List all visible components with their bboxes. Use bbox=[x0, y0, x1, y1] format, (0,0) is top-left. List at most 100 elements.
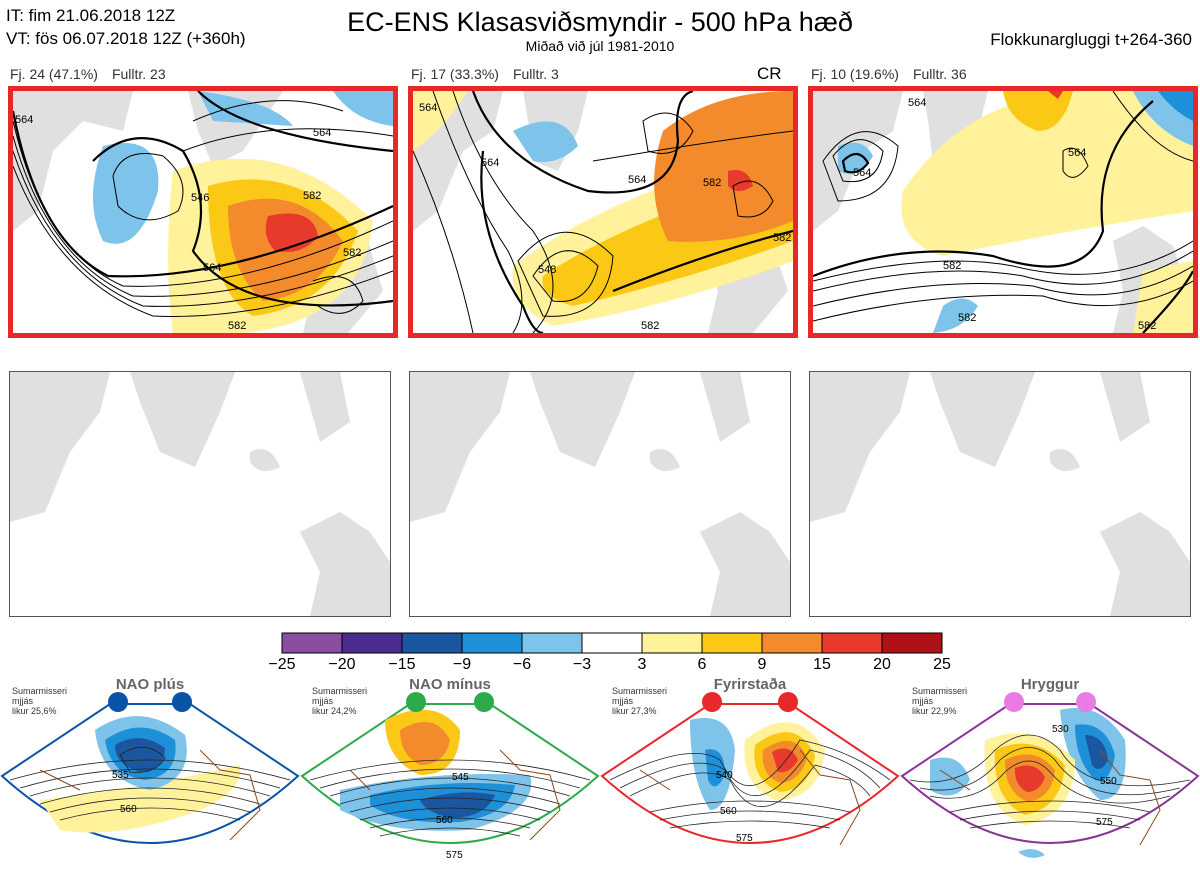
cluster-2-label: Fj. 17 (33.3%) Fulltr. 3 bbox=[411, 66, 559, 82]
colorbar-tick-label: 15 bbox=[813, 656, 831, 673]
empty-map-2-svg bbox=[410, 372, 790, 616]
classification-window: Flokkunargluggi t+264-360 bbox=[990, 30, 1192, 49]
regime-nao-minus: 545 560 575 NAO mínus Sumarmisseri mjjás… bbox=[300, 676, 600, 871]
cluster-1-contour-label-4: 582 bbox=[303, 190, 321, 202]
regime-nao-minus-label-2: 560 bbox=[436, 815, 453, 826]
cluster-2-contour-label-5: 582 bbox=[703, 177, 721, 189]
colorbar-tick-label: −15 bbox=[388, 656, 416, 673]
init-time: IT: fim 21.06.2018 12Z bbox=[6, 6, 176, 25]
colorbar-swatch bbox=[761, 632, 823, 654]
colorbar-tick-label: −3 bbox=[572, 656, 592, 673]
regime-blocking-label-3: 575 bbox=[736, 833, 753, 844]
colorbar bbox=[281, 632, 943, 654]
regime-ridge-title: Hryggur bbox=[1020, 676, 1080, 693]
cluster-2-contour-label-1: 564 bbox=[419, 102, 437, 114]
colorbar-swatch bbox=[341, 632, 403, 654]
cluster-1-rep: Fulltr. 23 bbox=[111, 66, 166, 82]
regime-nao-plus-label-1: 535 bbox=[112, 770, 129, 781]
note-line: mjjás bbox=[912, 696, 934, 706]
note-line: Sumarmisseri bbox=[312, 686, 368, 696]
regime-blocking-note: Sumarmisseri mjjás likur 27,3% bbox=[612, 686, 667, 716]
cluster-3-contour-label-3: 564 bbox=[1068, 147, 1086, 159]
regime-nao-minus-label-1: 545 bbox=[452, 772, 469, 783]
cluster-2-map: 564 564 564 548 582 582 582 bbox=[408, 86, 798, 338]
colorbar-swatch bbox=[401, 632, 463, 654]
regime-nao-plus-note: Sumarmisseri mjjás likur 25,6% bbox=[12, 686, 67, 716]
cluster-1-contour-label-6: 582 bbox=[343, 247, 361, 259]
cluster-2-fj: Fj. 17 (33.3%) bbox=[411, 66, 499, 82]
cluster-3-label: Fj. 10 (19.6%) Fulltr. 36 bbox=[811, 66, 967, 82]
colorbar-tick-label: 9 bbox=[757, 656, 767, 673]
regime-blocking-label-2: 560 bbox=[720, 806, 737, 817]
regime-ridge-label-2: 550 bbox=[1100, 776, 1117, 787]
colorbar-swatch bbox=[701, 632, 763, 654]
page-subtitle: Miðað við júl 1981-2010 bbox=[525, 38, 675, 54]
cluster-3-contour-label-5: 582 bbox=[958, 312, 976, 324]
note-line: likur 24,2% bbox=[312, 706, 357, 716]
colorbar-tick-label: 20 bbox=[873, 656, 891, 673]
regime-nao-plus-map: 535 560 bbox=[0, 692, 300, 844]
cluster-2-contour-label-7: 582 bbox=[641, 320, 659, 332]
colorbar-swatch bbox=[881, 632, 943, 654]
cluster-1-contour-label-5: 564 bbox=[203, 262, 221, 274]
cluster-1-contour-label-3: 564 bbox=[313, 127, 331, 139]
cluster-3-map-svg: 564 564 564 582 582 582 bbox=[813, 91, 1193, 333]
regime-blocking-label-1: 540 bbox=[716, 770, 733, 781]
empty-map-1 bbox=[9, 371, 391, 617]
cluster-2-contour-label-2: 564 bbox=[481, 157, 499, 169]
cluster-1-fj: Fj. 24 (47.1%) bbox=[10, 66, 98, 82]
cluster-2-contour-label-6: 582 bbox=[773, 232, 791, 244]
note-line: likur 25,6% bbox=[12, 706, 57, 716]
regime-ridge-map: 530 550 575 bbox=[900, 692, 1200, 858]
colorbar-swatch bbox=[281, 632, 343, 654]
note-line: mjjás bbox=[312, 696, 334, 706]
note-line: likur 22,9% bbox=[912, 706, 957, 716]
colorbar-swatch bbox=[461, 632, 523, 654]
cluster-2-tag: CR bbox=[757, 64, 782, 83]
note-line: Sumarmisseri bbox=[912, 686, 968, 696]
regime-nao-minus-title: NAO mínus bbox=[409, 676, 491, 693]
regime-blocking: 540 560 575 Fyrirstaða Sumarmisseri mjjá… bbox=[600, 676, 900, 871]
regime-ridge-label-3: 575 bbox=[1096, 817, 1113, 828]
empty-map-1-svg bbox=[10, 372, 390, 616]
note-line: likur 27,3% bbox=[612, 706, 657, 716]
cluster-1-map: 564 546 564 582 564 582 582 bbox=[8, 86, 398, 338]
cluster-3-contour-label-4: 582 bbox=[943, 260, 961, 272]
regime-ridge: 530 550 575 Hryggur Sumarmisseri mjjás l… bbox=[900, 676, 1200, 871]
colorbar-swatch bbox=[521, 632, 583, 654]
cluster-1-contour-label-1: 564 bbox=[15, 114, 33, 126]
cluster-3-map: 564 564 564 582 582 582 bbox=[808, 86, 1198, 338]
colorbar-tick-label: −20 bbox=[328, 656, 356, 673]
colorbar-tick-label: −25 bbox=[268, 656, 296, 673]
regime-ridge-label-1: 530 bbox=[1052, 724, 1069, 735]
empty-map-2 bbox=[409, 371, 791, 617]
colorbar-tick-label: 25 bbox=[933, 656, 951, 673]
valid-time: VT: fös 06.07.2018 12Z (+360h) bbox=[6, 29, 246, 48]
note-line: mjjás bbox=[12, 696, 34, 706]
empty-map-3-svg bbox=[810, 372, 1190, 616]
regime-nao-plus: 535 560 NAO plús Sumarmisseri mjjás liku… bbox=[0, 676, 300, 871]
colorbar-swatch bbox=[641, 632, 703, 654]
regime-nao-minus-label-3: 575 bbox=[446, 850, 463, 861]
page-title: EC-ENS Klasasviðsmyndir - 500 hPa hæð bbox=[347, 7, 853, 37]
regime-nao-plus-label-2: 560 bbox=[120, 804, 137, 815]
cluster-3-fj: Fj. 10 (19.6%) bbox=[811, 66, 899, 82]
note-line: Sumarmisseri bbox=[12, 686, 68, 696]
cluster-1-contour-label-2: 546 bbox=[191, 192, 209, 204]
colorbar-swatch bbox=[821, 632, 883, 654]
cluster-2-contour-label-3: 564 bbox=[628, 174, 646, 186]
cluster-3-contour-label-6: 582 bbox=[1138, 320, 1156, 332]
regime-blocking-title: Fyrirstaða bbox=[713, 676, 787, 693]
colorbar-swatch bbox=[581, 632, 643, 654]
empty-map-3 bbox=[809, 371, 1191, 617]
note-line: Sumarmisseri bbox=[612, 686, 668, 696]
regime-nao-minus-note: Sumarmisseri mjjás likur 24,2% bbox=[312, 686, 367, 716]
colorbar-tick-label: −6 bbox=[512, 656, 532, 673]
regime-ridge-note: Sumarmisseri mjjás likur 22,9% bbox=[912, 686, 967, 716]
cluster-2-map-svg: 564 564 564 548 582 582 582 bbox=[413, 91, 793, 333]
cluster-3-rep: Fulltr. 36 bbox=[912, 66, 967, 82]
cluster-3-contour-label-2: 564 bbox=[908, 97, 926, 109]
regime-nao-minus-map: 545 560 575 bbox=[300, 692, 600, 861]
cluster-2-contour-label-4: 548 bbox=[538, 264, 556, 276]
header-dates: IT: fim 21.06.2018 12Z VT: fös 06.07.201… bbox=[6, 4, 246, 50]
